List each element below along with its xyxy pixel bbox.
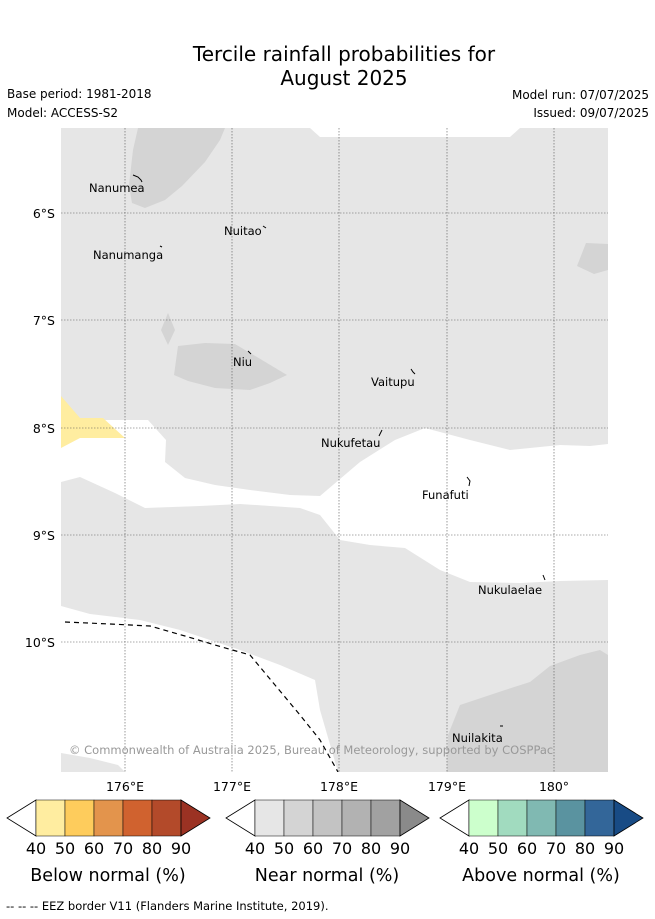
place-label-nuitao: Nuitao: [224, 224, 262, 238]
near-normal-50-patch-east: [577, 243, 608, 274]
near-normal-region-south: [61, 477, 608, 772]
legend-tick-label: 60: [517, 839, 537, 858]
legend-color-swatch: [312, 799, 343, 837]
legend-above-normal: 40 50 60 70 80 90 Above normal (%): [439, 799, 644, 886]
legend-tick-label: 60: [303, 839, 323, 858]
near-normal-50-patch-nanumea: [129, 128, 225, 208]
legend-color-swatch: [93, 799, 124, 837]
place-label-nukufetau: Nukufetau: [321, 436, 380, 450]
place-label-niu: Niu: [233, 355, 252, 369]
near-normal-50-patch-small: [161, 313, 175, 345]
legend-tick-label: 70: [332, 839, 352, 858]
place-label-nukulaelae: Nukulaelae: [478, 583, 542, 597]
model-name: Model: ACCESS-S2: [7, 106, 119, 120]
map-canvas: Nanumea Nuitao Nanumanga Niu Vaitupu Nuk…: [25, 128, 608, 794]
base-period: Base period: 1981-2018: [7, 87, 152, 101]
eez-footnote: -- -- -- EEZ border V11 (Flanders Marine…: [6, 899, 329, 913]
legend-color-swatch: [64, 799, 95, 837]
legend-tick-label: 80: [575, 839, 595, 858]
legend-tick-label: 80: [142, 839, 162, 858]
below-normal-region-west: [61, 396, 125, 448]
legend-below-normal: 40 50 60 70 80 90 Below normal (%): [6, 799, 211, 886]
legend-color-swatch: [584, 799, 615, 837]
legend-title: Above normal (%): [462, 866, 620, 886]
legend-color-swatch: [35, 799, 66, 837]
island-markers: [132, 174, 546, 727]
legend-tick-label: 80: [361, 839, 381, 858]
map-title-line2: August 2025: [280, 66, 408, 90]
legend-area: 40 50 60 70 80 90 Below normal (%) 40 50 60 70 80 9…: [6, 799, 644, 886]
legend-title: Near normal (%): [255, 866, 400, 886]
legend-color-swatch: [151, 799, 182, 837]
legend-color-swatch: [526, 799, 557, 837]
legend-tick-label: 60: [84, 839, 104, 858]
place-label-nuilakita: Nuilakita: [452, 731, 503, 745]
legend-title: Below normal (%): [30, 866, 185, 886]
issued-date: Issued: 09/07/2025: [533, 106, 649, 120]
legend-near-normal: 40 50 60 70 80 90 Near normal (%): [225, 799, 430, 886]
lat-label-8s: 8°S: [33, 421, 55, 436]
near-normal-50-patch-niu: [174, 343, 287, 390]
lon-label-178e: 178°E: [320, 779, 358, 794]
legend-tick-label: 90: [390, 839, 410, 858]
near-normal-region-southwest-strip: [61, 753, 125, 772]
lat-label-10s: 10°S: [25, 635, 55, 650]
legend-tick-label: 50: [55, 839, 75, 858]
legend-color-swatch: [254, 799, 285, 837]
legend-max-arrow: [399, 799, 430, 837]
map-title-line1: Tercile rainfall probabilities for: [192, 42, 496, 66]
legend-min-arrow: [6, 799, 37, 837]
lat-label-6s: 6°S: [33, 206, 55, 221]
legend-min-arrow: [439, 799, 470, 837]
legend-color-swatch: [341, 799, 372, 837]
legend-color-swatch: [468, 799, 499, 837]
legend-tick-label: 50: [274, 839, 294, 858]
lon-label-176e: 176°E: [106, 779, 144, 794]
legend-min-arrow: [225, 799, 256, 837]
lat-label-7s: 7°S: [33, 313, 55, 328]
place-label-nanumea: Nanumea: [89, 181, 145, 195]
place-label-nanumanga: Nanumanga: [93, 248, 163, 262]
copyright-notice: © Commonwealth of Australia 2025, Bureau…: [69, 743, 553, 757]
legend-tick-label: 70: [546, 839, 566, 858]
legend-tick-label: 50: [488, 839, 508, 858]
lon-label-177e: 177°E: [213, 779, 251, 794]
legend-color-swatch: [283, 799, 314, 837]
legend-tick-label: 40: [245, 839, 265, 858]
legend-tick-label: 40: [26, 839, 46, 858]
lat-label-9s: 9°S: [33, 528, 55, 543]
legend-tick-label: 40: [459, 839, 479, 858]
legend-max-arrow: [180, 799, 211, 837]
legend-tick-label: 90: [604, 839, 624, 858]
eez-border-line: [64, 621, 339, 772]
model-run: Model run: 07/07/2025: [511, 88, 649, 102]
lon-label-180: 180°: [539, 779, 569, 794]
lon-label-179e: 179°E: [428, 779, 466, 794]
legend-color-swatch: [122, 799, 153, 837]
legend-tick-label: 90: [171, 839, 191, 858]
legend-tick-label: 70: [113, 839, 133, 858]
legend-color-swatch: [497, 799, 528, 837]
near-normal-region-north: [61, 128, 608, 496]
legend-color-swatch: [370, 799, 401, 837]
near-normal-50-patch-southeast: [447, 650, 608, 772]
place-label-vaitupu: Vaitupu: [371, 375, 415, 389]
legend-max-arrow: [613, 799, 644, 837]
place-label-funafuti: Funafuti: [422, 488, 469, 502]
legend-color-swatch: [555, 799, 586, 837]
graticule: [61, 128, 608, 772]
